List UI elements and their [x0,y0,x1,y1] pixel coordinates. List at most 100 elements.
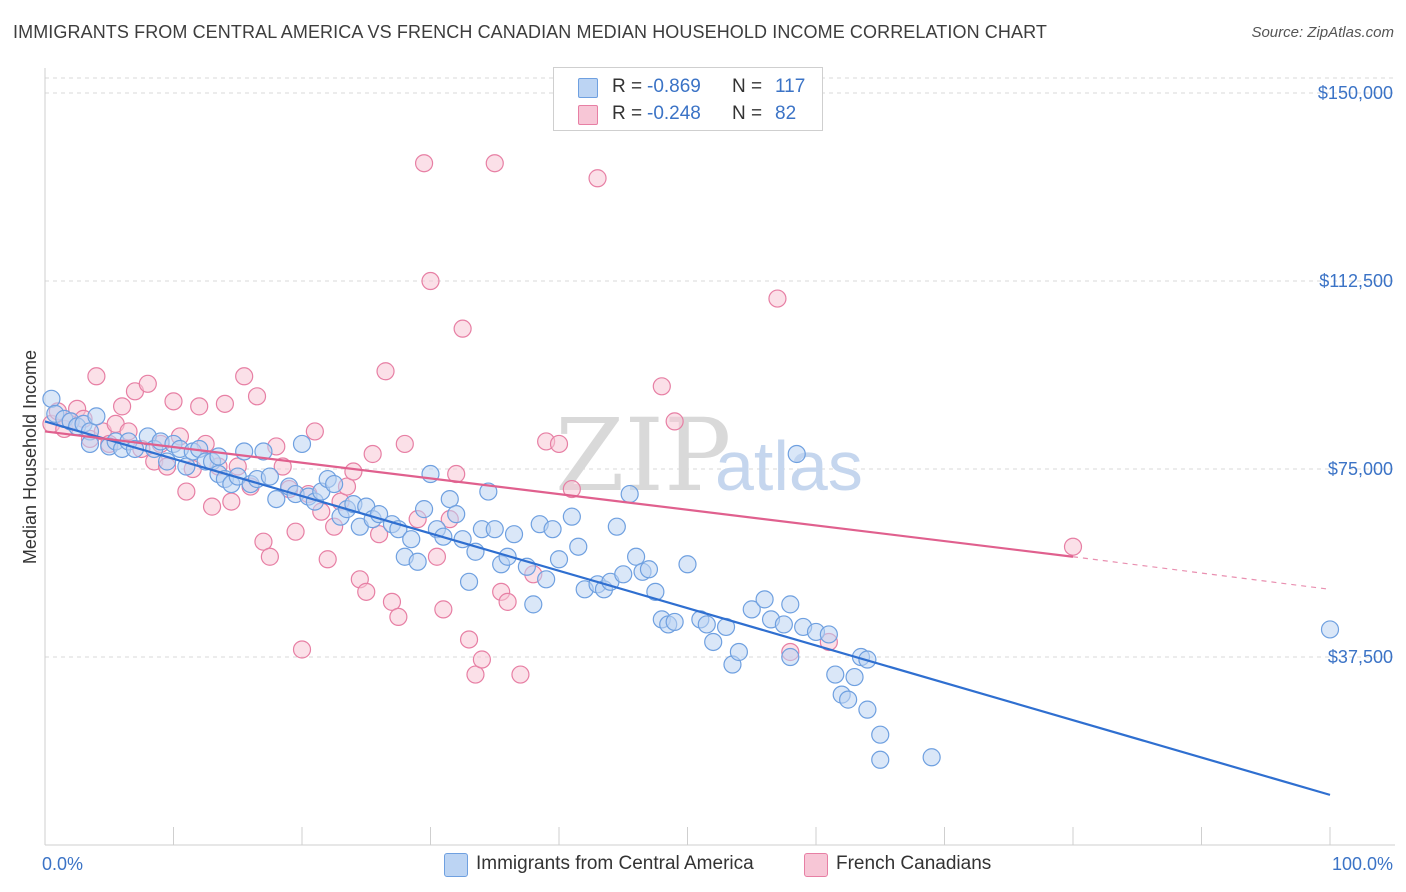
data-point-central-america [781,595,800,614]
legend-item-french-canadians[interactable]: French Canadians [804,852,1004,878]
data-point-central-america [254,442,273,461]
data-point-central-america [845,667,864,687]
data-point-central-america [646,582,665,601]
data-point-central-america [871,725,890,744]
data-point-central-america [459,572,479,591]
data-point-french-canadians [247,387,267,406]
y-tick-label: $112,500 [1319,271,1393,291]
data-point-french-canadians [434,600,453,619]
legend-swatch-pink [804,853,828,877]
data-point-central-america [562,507,581,526]
stats-r-value: -0.869 [647,76,701,97]
data-point-french-canadians [177,482,196,501]
data-point-french-canadians [1063,537,1083,556]
data-point-central-america [504,525,524,544]
stats-n-value: 82 [775,103,797,124]
data-point-central-america [402,530,421,549]
data-point-central-america [729,642,749,662]
watermark: ZIP atlas [555,397,863,514]
data-point-central-america [858,700,877,719]
data-point-french-canadians [562,479,581,499]
data-point-central-america [819,625,838,644]
series-central-america [42,389,1340,769]
stats-row-central-america: R = -0.869 N = 117 [554,75,822,99]
data-point-central-america [485,520,504,539]
data-point-central-america [260,467,279,486]
x-tick-label-max: 100.0% [1332,854,1393,874]
data-point-central-america [569,537,588,556]
data-point-french-canadians [370,525,389,544]
data-point-central-america [42,389,61,408]
data-point-central-america [742,600,761,619]
data-point-french-canadians [112,397,132,416]
data-point-central-america [639,560,659,579]
data-point-french-canadians [414,154,434,173]
data-point-central-america [826,665,845,684]
legend-swatch-blue [444,853,468,877]
data-point-central-america [787,444,806,464]
data-point-central-america [524,595,543,614]
stats-n-label: N = [732,76,763,97]
stats-swatch-pink [578,105,598,125]
data-point-central-america [537,570,556,589]
data-point-central-america [543,520,562,539]
data-point-french-canadians [768,289,787,308]
data-point-french-canadians [273,457,292,476]
data-point-french-canadians [235,367,254,386]
data-point-french-canadians [254,532,273,551]
data-point-french-canadians [292,640,312,659]
gridlines [45,77,1395,658]
data-point-french-canadians [459,630,479,649]
stats-box: R = -0.869 N = 117 R = -0.248 N = 82 [553,67,823,131]
data-point-central-america [292,434,312,454]
data-point-french-canadians [389,607,408,627]
data-point-central-america [922,748,941,767]
legend-item-central-america[interactable]: Immigrants from Central America [444,852,784,878]
data-point-french-canadians [215,394,234,413]
stats-n-value: 117 [775,76,806,97]
data-point-central-america [871,750,890,769]
watermark-atlas: atlas [715,427,863,505]
data-point-central-america [704,632,723,652]
data-point-french-canadians [665,412,684,431]
data-point-french-canadians [222,492,241,511]
data-point-french-canadians [363,444,382,464]
data-point-french-canadians [138,374,157,393]
data-point-french-canadians [344,462,363,481]
data-point-french-canadians [260,547,279,566]
tick-labels: $37,500 $75,000 $112,500 $150,000 0.0% 100.0% [42,83,1393,874]
data-point-french-canadians [87,367,106,386]
stats-r-label: R = [612,103,643,124]
data-point-french-canadians [421,271,440,291]
data-point-central-america [87,407,106,426]
data-point-central-america [414,500,434,519]
stats-n-label: N = [732,103,763,124]
data-point-french-canadians [382,592,402,611]
y-axis-label: Median Household Income [20,350,40,564]
axes [44,68,1395,846]
watermark-zip: ZIP [555,397,731,514]
data-point-central-america [781,647,800,667]
data-point-french-canadians [485,154,504,173]
data-point-french-canadians [453,319,472,338]
data-point-french-canadians [498,592,517,611]
data-point-french-canadians [549,434,569,454]
data-point-french-canadians [472,650,491,669]
data-point-french-canadians [286,522,305,541]
y-tick-label: $150,000 [1318,83,1393,103]
data-point-french-canadians [652,377,671,396]
data-point-central-america [774,615,793,634]
data-point-french-canadians [202,497,222,516]
data-point-french-canadians [395,434,414,454]
data-point-central-america [447,505,466,524]
data-point-french-canadians [588,169,607,188]
chart-source: Source: ZipAtlas.com [1251,24,1394,41]
data-point-french-canadians [190,397,209,416]
data-point-central-america [678,555,697,574]
data-point-central-america [209,447,228,466]
y-tick-label: $37,500 [1328,647,1393,667]
data-point-french-canadians [318,550,337,569]
data-point-french-canadians [305,422,324,441]
data-point-central-america [626,547,646,566]
